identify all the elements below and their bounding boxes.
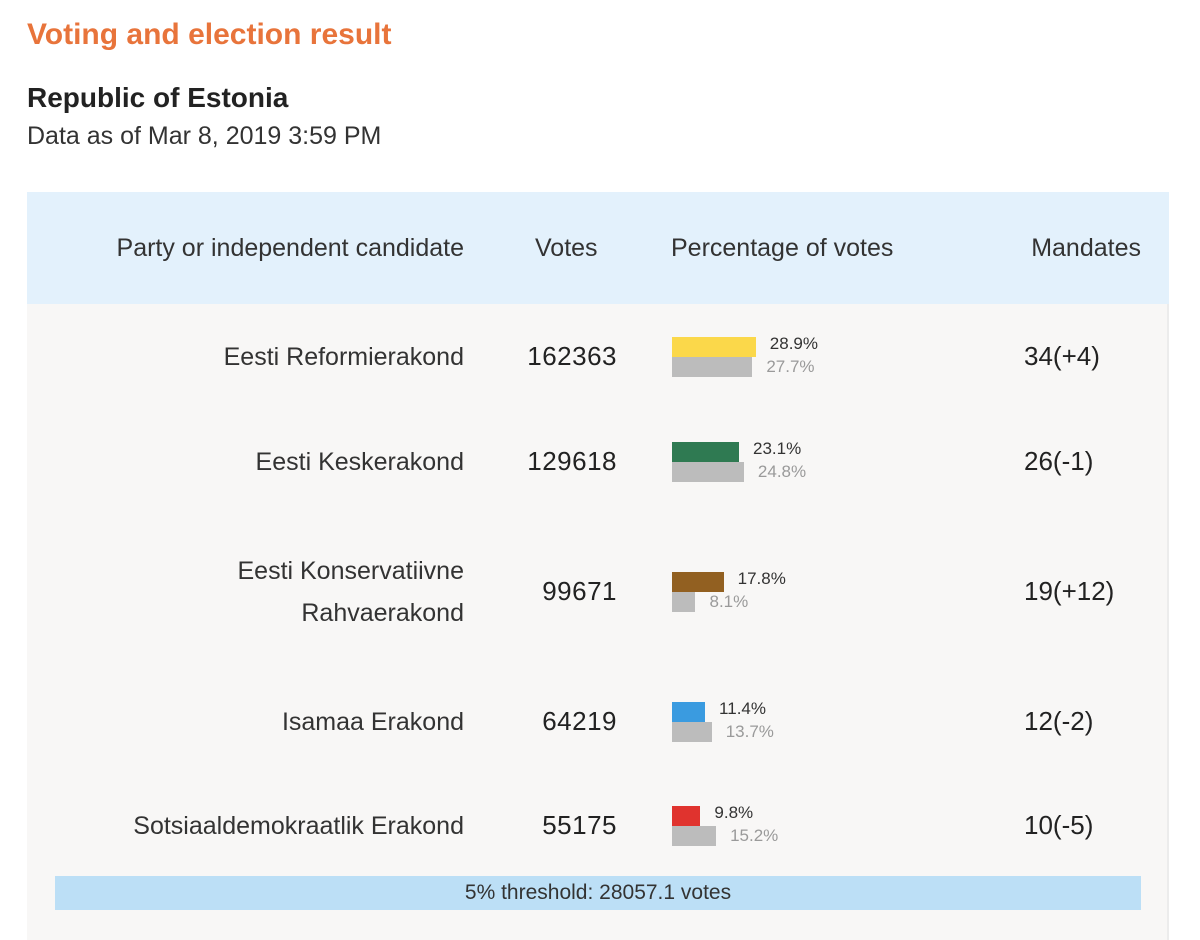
party-name-line: Eesti Reformierakond	[223, 342, 464, 371]
party-name-line: Eesti Keskerakond	[255, 447, 464, 476]
column-header-party: Party or independent candidate	[116, 234, 464, 262]
party-name: Sotsiaaldemokraatlik Erakond	[44, 805, 464, 847]
previous-share-bar	[672, 592, 696, 612]
party-name-line: Sotsiaaldemokraatlik Erakond	[133, 812, 464, 840]
current-share-label: 28.9%	[769, 333, 818, 353]
party-name: Eesti Keskerakond	[44, 441, 464, 483]
previous-share-bar	[672, 461, 744, 482]
table-header: Party or independent candidate Votes Per…	[27, 192, 1169, 304]
current-share-label: 17.8%	[737, 569, 786, 588]
mandates: 26(-1)	[1024, 446, 1093, 477]
mandates-count: 12	[1024, 706, 1053, 736]
party-name-line: Eesti Konservatiivne	[237, 557, 464, 585]
previous-share-label: 15.2%	[730, 826, 779, 845]
party-name: Eesti Reformierakond	[44, 336, 464, 378]
column-header-mandates: Mandates	[1031, 234, 1141, 262]
mandates-count: 19	[1024, 576, 1053, 606]
mandates-change: (+12)	[1052, 576, 1115, 606]
mandates-change: (-5)	[1052, 810, 1094, 840]
column-header-votes: Votes	[535, 234, 598, 262]
current-share-bar	[672, 441, 739, 462]
threshold-banner: 5% threshold: 28057.1 votes	[55, 876, 1141, 910]
mandates: 12(-2)	[1024, 706, 1093, 737]
mandates-count: 10	[1024, 810, 1053, 840]
current-share-bar	[672, 702, 706, 722]
vote-count: 55175	[542, 810, 617, 840]
region-name: Republic of Estonia	[27, 82, 289, 113]
mandates-change: (+4)	[1052, 340, 1100, 371]
results-table: Party or independent candidate Votes Per…	[27, 192, 1169, 940]
vote-count: 129618	[527, 445, 617, 476]
vote-share-bars: 28.9% 27.7%	[672, 333, 972, 377]
mandates: 10(-5)	[1024, 810, 1093, 841]
previous-share-label: 27.7%	[766, 356, 815, 376]
mandates-change: (-2)	[1052, 706, 1094, 736]
table-row: Isamaa Erakond 64219 11.4% 13.7% 12(-2)	[27, 670, 1169, 774]
current-share-bar	[672, 336, 756, 357]
table-row: Eesti Keskerakond 129618 23.1% 24.8% 26(-1)	[27, 409, 1169, 514]
vote-share-bars: 17.8% 8.1%	[672, 569, 972, 612]
current-share-label: 23.1%	[752, 438, 802, 458]
previous-share-bar	[672, 826, 717, 846]
previous-share-label: 13.7%	[725, 722, 774, 741]
vote-count: 64219	[542, 706, 617, 736]
mandates: 34(+4)	[1024, 341, 1100, 372]
vote-count: 99671	[542, 576, 617, 606]
party-name: Eesti Konservatiivne Rahvaerakond	[44, 550, 464, 634]
current-share-label: 9.8%	[714, 803, 754, 822]
previous-share-bar	[672, 722, 712, 742]
current-share-label: 11.4%	[719, 699, 766, 718]
party-name-line: Isamaa Erakond	[281, 708, 464, 736]
data-timestamp: Data as of Mar 8, 2019 3:59 PM	[27, 122, 382, 150]
vote-share-bars: 11.4% 13.7%	[672, 699, 972, 742]
previous-share-label: 8.1%	[709, 592, 749, 611]
column-header-percentage: Percentage of votes	[671, 234, 894, 262]
current-share-bar	[672, 572, 724, 592]
table-row: Sotsiaaldemokraatlik Erakond 55175 9.8% 15.…	[27, 774, 1169, 878]
table-row: Eesti Reformierakond 162363 28.9% 27.7% 34(+…	[27, 304, 1169, 409]
vote-share-bars: 23.1% 24.8%	[672, 438, 972, 482]
vote-count: 162363	[527, 340, 617, 371]
previous-share-label: 24.8%	[757, 461, 807, 481]
mandates-change: (-1)	[1052, 445, 1094, 476]
mandates-count: 34	[1024, 340, 1053, 371]
table-row: Eesti Konservatiivne Rahvaerakond 99671 17.…	[27, 514, 1169, 670]
party-name-line: Rahvaerakond	[301, 599, 464, 627]
page-title: Voting and election result	[27, 18, 392, 51]
current-share-bar	[672, 806, 701, 826]
mandates-count: 26	[1024, 445, 1053, 476]
vote-share-bars: 9.8% 15.2%	[672, 803, 972, 846]
mandates: 19(+12)	[1024, 576, 1114, 607]
party-name: Isamaa Erakond	[44, 701, 464, 743]
previous-share-bar	[672, 356, 753, 377]
